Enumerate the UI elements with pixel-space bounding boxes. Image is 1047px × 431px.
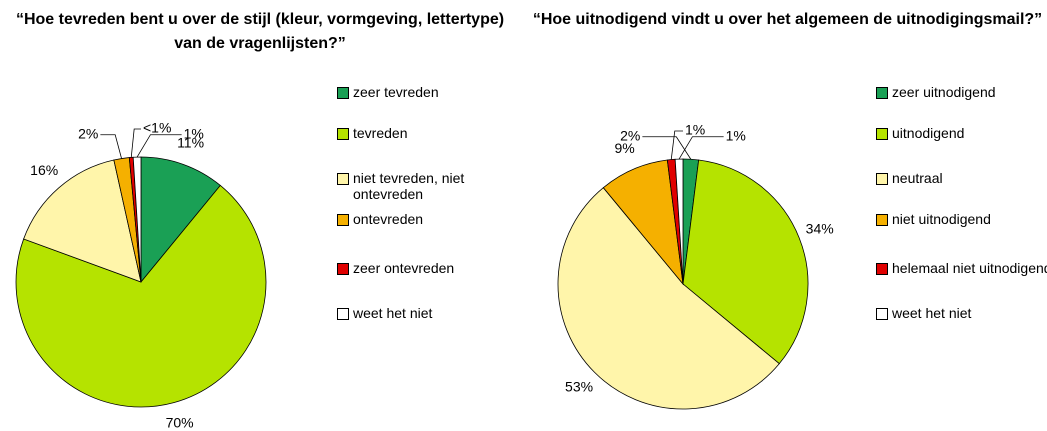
legend-label: weet het niet (353, 305, 433, 321)
data-label: 2% (78, 125, 98, 141)
legend-label: uitnodigend (892, 125, 965, 141)
legend-swatch (876, 308, 888, 320)
legend-item: zeer uitnodigend (876, 84, 1047, 100)
data-label: 2% (620, 127, 640, 143)
leader-line (136, 134, 182, 158)
chart-title: “Hoe tevreden bent u over de stijl (kleu… (15, 11, 505, 52)
legend-swatch (337, 263, 349, 275)
data-label: 11% (177, 134, 204, 150)
legend-swatch (876, 128, 888, 140)
legend-item: niet uitnodigend (876, 211, 1047, 227)
legend-swatch (876, 87, 888, 99)
legend-item: weet het niet (876, 305, 1047, 321)
data-label: 16% (30, 162, 58, 178)
pie-slice (23, 159, 142, 283)
leader-line (100, 134, 122, 159)
data-label: 70% (166, 415, 194, 431)
legend-label: zeer uitnodigend (892, 84, 996, 100)
data-label: 1% (184, 125, 204, 141)
pie-slice (140, 156, 221, 284)
data-label: 34% (806, 221, 834, 237)
legend-item: neutraal (876, 170, 1047, 186)
pie-slice (674, 158, 684, 285)
legend-swatch (337, 128, 349, 140)
legend-label: zeer ontevreden (353, 260, 455, 276)
pie-slice (557, 187, 780, 410)
legend-item: zeer ontevreden (337, 260, 517, 276)
legend-swatch (337, 214, 349, 226)
legend-swatch (337, 87, 349, 99)
data-label: 1% (685, 122, 705, 138)
legend-label: neutraal (892, 170, 943, 186)
legend-label: ontevreden (353, 211, 424, 227)
legend-item: niet tevreden, niet ontevreden (337, 170, 517, 202)
leader-line (678, 136, 724, 160)
legend-item: tevreden (337, 125, 517, 141)
legend-swatch (337, 173, 349, 185)
legend-label: weet het niet (892, 305, 972, 321)
legend-label: niet uitnodigend (892, 211, 991, 227)
legend-label: niet tevreden, niet ontevreden (353, 170, 465, 202)
legend-label: helemaal niet uitnodigend (892, 260, 1047, 276)
data-label: 1% (726, 127, 746, 143)
legend-label: zeer tevreden (353, 84, 439, 100)
legend-swatch (876, 173, 888, 185)
legend-label: tevreden (353, 125, 408, 141)
pie-slice (682, 159, 809, 365)
legend-item: ontevreden (337, 211, 517, 227)
leader-line (670, 130, 683, 160)
legend-swatch (876, 263, 888, 275)
legend-swatch (876, 214, 888, 226)
legend-swatch (337, 308, 349, 320)
data-label: 53% (565, 379, 593, 395)
chart-title: “Hoe uitnodigend vindt u over het algeme… (532, 11, 1043, 28)
legend-item: helemaal niet uitnodigend (876, 260, 1047, 276)
data-label: <1% (143, 120, 171, 136)
data-label: 9% (615, 140, 635, 156)
legend-item: uitnodigend (876, 125, 1047, 141)
leader-line (642, 136, 692, 160)
pie-slice (15, 184, 267, 408)
legend-item: zeer tevreden (337, 84, 517, 100)
legend-item: weet het niet (337, 305, 517, 321)
leader-line (130, 128, 141, 158)
